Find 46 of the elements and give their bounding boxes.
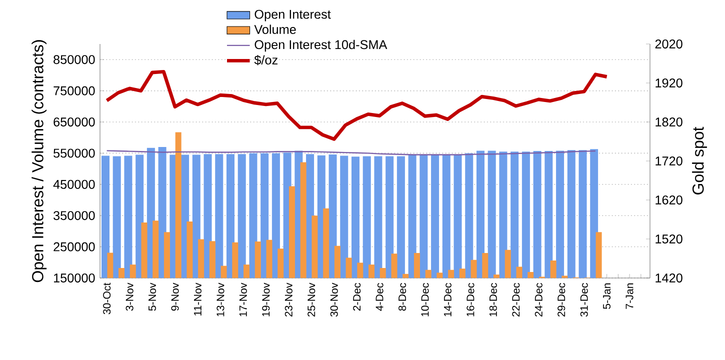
x-tick-label: 4-Dec [376,282,384,311]
legend-label: Volume [254,24,296,34]
y2-tick-label: 2020 [655,40,682,48]
x-tick-label: 2-Dec [353,282,361,311]
x-tick-label: 25-Nov [308,282,316,317]
y2-tick-label: 1720 [656,156,682,166]
x-tick-label: 22-Dec [512,282,520,317]
y-tick-label: 550000 [54,148,95,158]
legend-label: Open Interest 10d-SMA [254,40,388,52]
x-tick-label: 30-Nov [330,282,338,317]
y-tick-label: 750000 [54,86,95,96]
y2-tick-label: 1920 [656,78,682,88]
legend-label: $/oz [254,55,278,66]
y2-tick-label: 1620 [656,196,682,204]
x-tick-label: 3-Nov [126,282,134,311]
x-tick-label: 9-Nov [171,282,179,311]
y-tick-label: 250000 [54,242,95,252]
x-tick-label: 19-Nov [262,282,270,316]
y2-tick-label: 1520 [656,234,682,244]
y-tick-label: 850000 [54,55,95,64]
x-tick-label: 13-Nov [216,282,224,316]
x-tick-label: 31-Dec [580,282,588,317]
x-tick-label: 29-Dec [558,282,566,317]
x-tick-label: 7-Jan [626,283,634,309]
y-tick-label: 450000 [53,180,95,189]
x-tick-label: 30-Oct [103,282,111,314]
y2-tick-label: 1420 [656,274,682,282]
x-tick-label: 5-Jan [603,283,611,309]
x-tick-label: 5-Nov [148,282,156,311]
x-tick-label: 18-Dec [489,282,497,316]
y-tick-label: 350000 [54,211,95,220]
y-tick-label: 150000 [54,274,95,282]
x-tick-label: 11-Nov [194,282,202,316]
x-tick-label: 23-Nov [284,282,292,317]
x-tick-label: 24-Dec [534,282,542,317]
y-tick-label: 650000 [54,118,95,126]
x-tick-label: 10-Dec [421,282,429,316]
y-axis-title: Open Interest / Volume (contracts) [32,40,47,282]
x-tick-label: 8-Dec [398,282,406,311]
legend-label: Open Interest [254,10,331,22]
line-series [105,70,609,141]
x-tick-label: 14-Dec [444,282,452,316]
x-tick-label: 16-Dec [466,282,474,316]
y2-tick-label: 1820 [656,118,682,126]
x-tick-label: 17-Nov [239,282,247,316]
y2-axis-title: Gold spot [692,126,707,194]
